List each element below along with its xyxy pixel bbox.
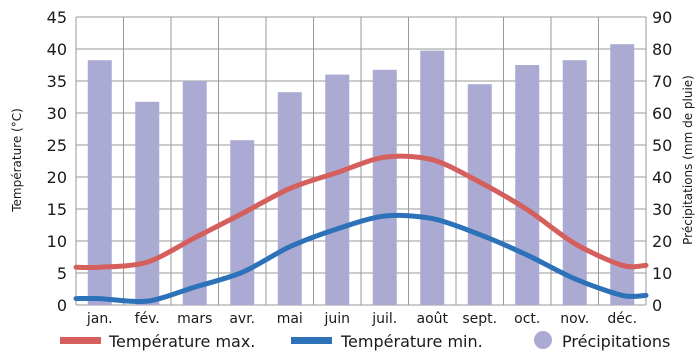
right-tick-label: 30 <box>652 200 672 219</box>
temperature-lines <box>73 153 649 305</box>
right-axis-ticks: 0 10 20 30 40 50 60 70 80 90 <box>652 8 672 315</box>
left-tick-label: 15 <box>47 200 67 219</box>
left-tick-label: 20 <box>47 168 67 187</box>
legend: Température max. Température min. Précip… <box>60 331 670 351</box>
right-axis-title: Précipitations (mm de pluie) <box>681 75 695 245</box>
x-tick-label: juil. <box>371 311 397 327</box>
right-tick-label: 70 <box>652 72 672 91</box>
x-tick-label: jan. <box>86 311 113 327</box>
x-axis-ticks: jan. fév. mars avr. mai juin juil. août sept. oct… <box>86 311 637 327</box>
precipitation-bar <box>325 74 350 305</box>
left-tick-label: 0 <box>57 296 67 315</box>
left-tick-label: 25 <box>47 136 67 155</box>
precipitation-bar <box>87 60 112 306</box>
precipitation-bar <box>230 140 255 305</box>
x-tick-label: sept. <box>462 311 497 327</box>
legend-swatch-precip <box>534 331 552 349</box>
right-tick-label: 90 <box>652 8 672 27</box>
left-tick-label: 35 <box>47 72 67 91</box>
legend-swatch-tmax <box>60 337 101 344</box>
x-tick-label: mai <box>277 311 303 327</box>
x-tick-label: nov. <box>560 311 589 327</box>
legend-label-tmin: Température min. <box>340 332 483 351</box>
x-tick-label: fév. <box>135 311 160 327</box>
left-tick-label: 40 <box>47 40 67 59</box>
precipitation-bar <box>277 92 302 305</box>
left-axis-ticks: 0 5 10 15 20 25 30 35 40 45 <box>47 8 67 315</box>
left-tick-label: 30 <box>47 104 67 123</box>
precipitation-bar <box>372 69 397 305</box>
tmax-line <box>73 153 649 271</box>
precipitation-bar <box>182 81 207 305</box>
right-tick-label: 10 <box>652 264 672 283</box>
left-tick-label: 45 <box>47 8 67 27</box>
precipitation-bars <box>87 44 635 306</box>
x-tick-label: avr. <box>229 311 255 327</box>
left-tick-label: 10 <box>47 232 67 251</box>
x-tick-label: juin <box>323 311 350 327</box>
precipitation-bar <box>135 101 160 305</box>
x-tick-label: août <box>416 311 448 327</box>
gridlines <box>75 16 647 306</box>
left-tick-label: 5 <box>57 264 67 283</box>
right-tick-label: 50 <box>652 136 672 155</box>
tmin-line <box>73 212 649 305</box>
precipitation-bar <box>420 50 445 305</box>
precipitation-bar <box>515 65 540 305</box>
right-tick-label: 60 <box>652 104 672 123</box>
precipitation-bar <box>562 60 587 306</box>
right-tick-label: 80 <box>652 40 672 59</box>
legend-label-precip: Précipitations <box>562 332 670 351</box>
right-tick-label: 0 <box>652 296 662 315</box>
right-tick-label: 20 <box>652 232 672 251</box>
right-tick-label: 40 <box>652 168 672 187</box>
left-axis-title: Température (°C) <box>10 108 24 213</box>
legend-label-tmax: Température max. <box>108 332 255 351</box>
x-tick-label: déc. <box>607 311 637 327</box>
x-tick-label: mars <box>177 311 212 327</box>
precipitation-bar <box>467 84 492 305</box>
legend-swatch-tmin <box>291 337 332 344</box>
x-tick-label: oct. <box>514 311 540 327</box>
